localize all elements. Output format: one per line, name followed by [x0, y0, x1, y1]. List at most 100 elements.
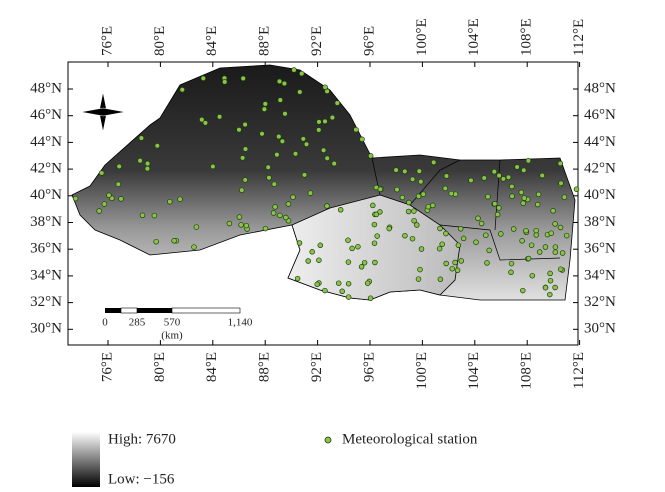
- station: [107, 193, 112, 198]
- scale-bar: [105, 308, 240, 313]
- lon-label-bottom: 80°E: [152, 352, 168, 382]
- station: [551, 208, 556, 213]
- station: [506, 175, 511, 180]
- lat-label-left: 30°N: [30, 321, 62, 337]
- station: [325, 156, 330, 161]
- station: [438, 226, 443, 231]
- station: [395, 187, 400, 192]
- station: [260, 131, 265, 136]
- lat-label-right: 30°N: [584, 321, 616, 337]
- station: [520, 288, 525, 293]
- lat-label-left: 46°N: [30, 107, 62, 123]
- station: [536, 192, 541, 197]
- station: [375, 234, 380, 239]
- station: [299, 71, 304, 76]
- station: [553, 222, 558, 227]
- station: [262, 107, 267, 112]
- station: [271, 211, 276, 216]
- station: [430, 203, 435, 208]
- station: [243, 147, 248, 152]
- lon-label-top: 92°E: [309, 26, 325, 56]
- station: [394, 168, 399, 173]
- station: [529, 243, 534, 248]
- station: [201, 76, 206, 81]
- station: [372, 241, 377, 246]
- station: [346, 295, 351, 300]
- station: [486, 194, 491, 199]
- station: [354, 127, 359, 132]
- station: [526, 158, 531, 163]
- station: [547, 292, 552, 297]
- station: [416, 277, 421, 282]
- scale-label: 570: [164, 317, 181, 329]
- station: [350, 246, 355, 251]
- lon-label-bottom: 88°E: [257, 352, 273, 382]
- station: [474, 240, 479, 245]
- station: [558, 267, 563, 272]
- station: [338, 207, 343, 212]
- station: [263, 226, 268, 231]
- station: [243, 122, 248, 127]
- station: [325, 204, 330, 209]
- station: [211, 164, 216, 169]
- station: [302, 173, 307, 178]
- lon-label-bottom: 112°E: [571, 352, 587, 389]
- lat-label-right: 38°N: [584, 214, 616, 230]
- station: [526, 256, 531, 261]
- lat-label-right: 48°N: [584, 80, 616, 96]
- station: [241, 76, 246, 81]
- station: [498, 232, 503, 237]
- station: [318, 243, 323, 248]
- station: [336, 281, 341, 286]
- station: [534, 228, 539, 233]
- station: [562, 195, 567, 200]
- scale-label: 0: [102, 317, 108, 329]
- lon-label-bottom: 108°E: [519, 352, 535, 390]
- lon-label-top: 76°E: [99, 26, 115, 56]
- scale-unit: (km): [161, 330, 183, 342]
- station: [292, 68, 297, 73]
- scale-label: 1,140: [228, 317, 253, 329]
- scale-label: 285: [129, 317, 146, 329]
- station: [138, 158, 143, 163]
- station: [387, 226, 392, 231]
- station: [535, 202, 540, 207]
- station: [553, 250, 558, 255]
- station: [402, 169, 407, 174]
- lat-label-right: 40°N: [584, 187, 616, 203]
- station: [194, 225, 199, 230]
- station: [574, 187, 579, 192]
- lat-label-right: 32°N: [584, 294, 616, 310]
- lon-label-bottom: 92°E: [309, 352, 325, 382]
- station: [410, 177, 415, 182]
- station: [416, 194, 421, 199]
- station: [540, 173, 545, 178]
- station: [266, 165, 271, 170]
- station: [403, 233, 408, 238]
- station: [370, 203, 375, 208]
- station: [359, 264, 364, 269]
- station: [240, 156, 245, 161]
- station: [509, 261, 514, 266]
- legend-low: Low: −156: [108, 471, 175, 487]
- station: [317, 258, 322, 263]
- station: [286, 202, 291, 207]
- station: [139, 136, 144, 141]
- lon-label-top: 108°E: [519, 18, 535, 56]
- station: [315, 282, 320, 287]
- station: [346, 238, 351, 243]
- station: [407, 200, 412, 205]
- station: [515, 165, 520, 170]
- station: [323, 119, 328, 124]
- station: [167, 199, 172, 204]
- station: [543, 285, 548, 290]
- compass-label: N: [99, 78, 107, 90]
- station: [356, 244, 361, 249]
- station: [282, 81, 287, 86]
- station: [263, 102, 268, 107]
- station: [537, 250, 542, 255]
- lon-label-top: 112°E: [571, 19, 587, 56]
- station: [321, 148, 326, 153]
- lat-label-left: 40°N: [30, 187, 62, 203]
- station: [217, 114, 222, 119]
